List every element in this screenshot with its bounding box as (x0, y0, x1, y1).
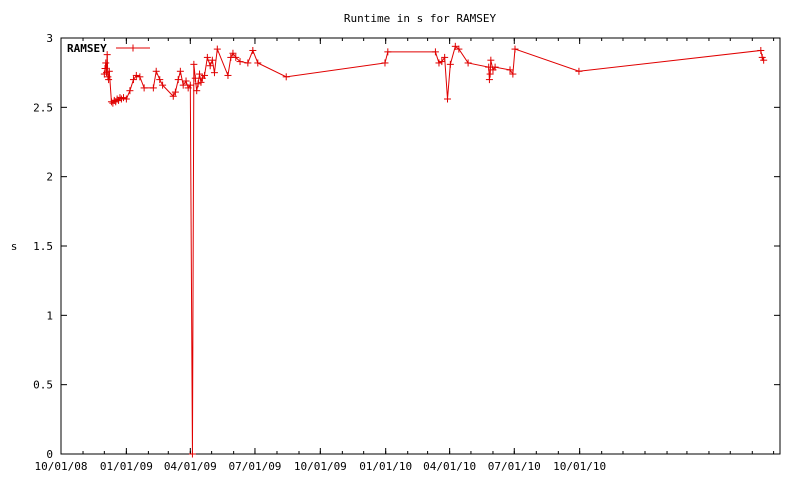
data-point (190, 60, 198, 68)
y-tick-label: 2.5 (33, 101, 53, 114)
data-point (485, 63, 493, 71)
x-tick-label: 07/01/10 (488, 460, 541, 473)
data-point (485, 76, 493, 84)
data-point (210, 69, 218, 77)
x-tick-label: 01/01/09 (100, 460, 153, 473)
data-point (152, 67, 160, 75)
data-point (431, 48, 439, 56)
data-point (136, 73, 144, 81)
data-point (213, 45, 221, 53)
data-point (102, 59, 110, 67)
y-tick-label: 2 (46, 171, 53, 184)
data-point (491, 63, 499, 71)
data-point (203, 53, 211, 61)
data-point (169, 92, 177, 100)
y-axis-label: s (11, 240, 18, 253)
data-point (486, 70, 494, 78)
y-tick-label: 0.5 (33, 379, 53, 392)
data-point (129, 76, 137, 84)
y-tick-label: 0 (46, 448, 53, 461)
data-point (105, 76, 113, 84)
data-point (206, 62, 214, 70)
data-point (438, 58, 446, 66)
data-point (381, 59, 389, 67)
series-line-ramsey (103, 45, 765, 455)
data-point (208, 56, 216, 64)
data-point (193, 87, 201, 95)
data-point (182, 77, 190, 85)
data-point (156, 76, 164, 84)
data-point (194, 80, 202, 88)
data-point (509, 70, 517, 78)
data-point (282, 73, 290, 81)
data-point (760, 56, 768, 64)
data-point (441, 53, 449, 61)
x-tick-label: 10/01/09 (294, 460, 347, 473)
legend-marker-ramsey (129, 44, 137, 52)
data-point (101, 65, 109, 73)
data-point (506, 66, 514, 74)
x-tick-label: 10/01/08 (35, 460, 88, 473)
data-point (132, 71, 140, 79)
data-point (254, 59, 262, 67)
data-point (197, 78, 205, 86)
data-point (186, 81, 194, 89)
data-point (451, 42, 459, 50)
data-point (229, 49, 237, 57)
chart-title: Runtime in s for RAMSEY (344, 12, 497, 25)
x-tick-label: 07/01/09 (228, 460, 281, 473)
data-point (446, 60, 454, 68)
data-point (140, 84, 148, 92)
data-point (191, 74, 199, 82)
legend: RAMSEY (67, 42, 150, 55)
data-point (244, 59, 252, 67)
data-point (196, 70, 204, 78)
data-point (384, 48, 392, 56)
y-tick-label: 3 (46, 32, 53, 45)
data-point (179, 81, 187, 89)
y-tick-label: 1 (46, 309, 53, 322)
data-point (103, 51, 111, 59)
data-point (575, 67, 583, 75)
y-tick-label: 1.5 (33, 240, 53, 253)
data-point (464, 59, 472, 67)
data-point (455, 45, 463, 53)
data-point (188, 450, 196, 458)
data-point (149, 84, 157, 92)
data-point (236, 58, 244, 66)
data-point (120, 94, 128, 102)
legend-label-ramsey: RAMSEY (67, 42, 107, 55)
data-point (224, 71, 232, 79)
data-point (201, 71, 209, 79)
data-point (122, 95, 130, 103)
x-axis-ticks: 10/01/08 01/01/09 04/01/09 07/01/09 10/01/09… (35, 38, 775, 473)
data-point (232, 53, 240, 61)
x-tick-label: 10/01/10 (553, 460, 606, 473)
series-layer (100, 42, 768, 458)
x-tick-label: 04/01/09 (164, 460, 217, 473)
plot-frame (60, 37, 781, 455)
data-point (757, 46, 765, 54)
data-point (102, 69, 110, 77)
data-point (174, 76, 182, 84)
y-axis-ticks: 0 0.5 1 1.5 2 2.5 3 (33, 32, 780, 461)
data-point (126, 87, 134, 95)
data-point (435, 59, 443, 67)
data-point (511, 45, 519, 53)
data-point (105, 67, 113, 75)
data-point (159, 81, 167, 89)
data-point (443, 95, 451, 103)
x-tick-label: 01/01/10 (359, 460, 412, 473)
data-point (249, 46, 257, 54)
data-point (487, 56, 495, 64)
data-point (176, 67, 184, 75)
data-point (171, 88, 179, 96)
x-tick-label: 04/01/10 (423, 460, 476, 473)
